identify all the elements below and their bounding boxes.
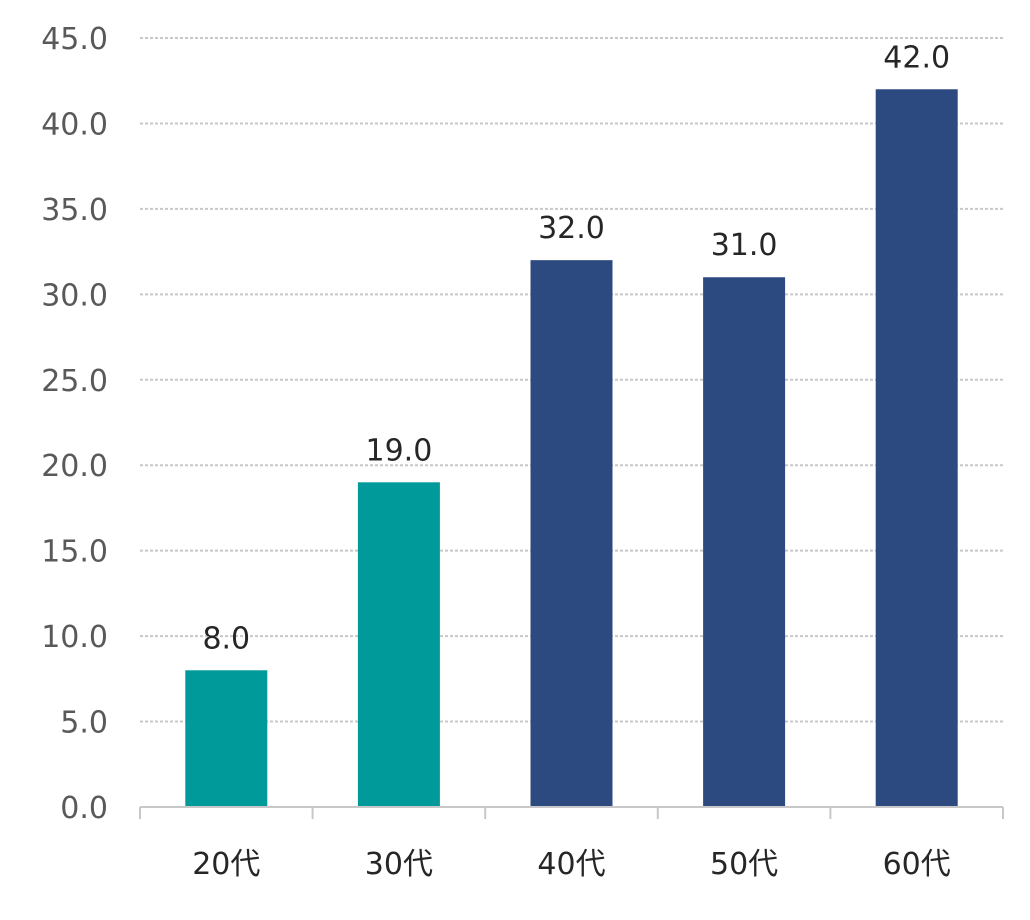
bar — [185, 670, 268, 807]
y-tick-label: 10.0 — [41, 620, 108, 655]
y-tick-label: 0.0 — [60, 791, 108, 826]
bar — [530, 260, 613, 808]
x-tick-label: 20代 — [192, 847, 260, 882]
y-tick-label: 30.0 — [41, 278, 108, 313]
y-tick-label: 20.0 — [41, 449, 108, 484]
bars — [185, 89, 958, 808]
x-tick-label: 60代 — [883, 847, 951, 882]
data-label: 31.0 — [711, 228, 778, 263]
x-axis — [139, 806, 1004, 819]
y-tick-label: 45.0 — [41, 22, 108, 57]
data-label: 42.0 — [883, 40, 950, 75]
y-tick-label: 25.0 — [41, 364, 108, 399]
bar — [875, 89, 958, 808]
bar — [357, 482, 440, 807]
x-tick-label: 30代 — [365, 847, 433, 882]
data-label: 19.0 — [366, 433, 433, 468]
data-label: 8.0 — [202, 621, 250, 656]
y-tick-label: 40.0 — [41, 107, 108, 142]
data-label: 32.0 — [538, 211, 605, 246]
y-tick-label: 15.0 — [41, 535, 108, 570]
bar — [703, 277, 786, 807]
x-axis-ticks: 20代 30代 40代 50代 60代 — [192, 847, 951, 882]
data-labels: 8.0 19.0 32.0 31.0 42.0 — [202, 40, 950, 656]
y-axis-ticks: 0.0 5.0 10.0 15.0 20.0 25.0 30.0 35.0 40.0 45.0 — [41, 22, 108, 826]
y-tick-label: 5.0 — [60, 706, 108, 741]
x-tick-label: 40代 — [537, 847, 605, 882]
y-tick-label: 35.0 — [41, 193, 108, 228]
x-tick-label: 50代 — [710, 847, 778, 882]
